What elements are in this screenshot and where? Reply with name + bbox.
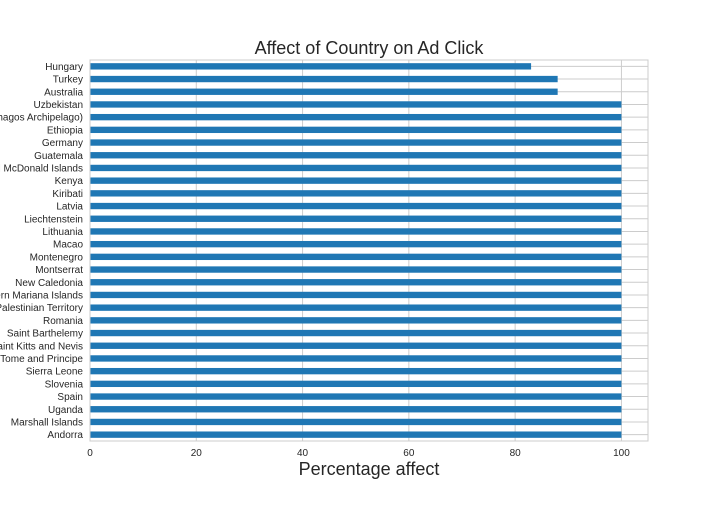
category-label: Romania [43,316,83,327]
bar [90,177,622,184]
bar [90,279,622,286]
category-label: Macao [53,240,83,251]
category-label: Montenegro [30,252,84,263]
bar [90,367,622,375]
bar [90,406,622,413]
category-label: Sierra Leone [26,367,84,378]
category-label: Marshall Islands [11,417,83,428]
category-label: Montserrat [35,265,83,276]
category-label: Sao Tome and Principe [0,354,83,365]
category-label: Kiribati [52,189,83,200]
category-label: New Caledonia [15,278,83,289]
bar [90,393,622,400]
bar [90,152,622,159]
bar [90,215,622,222]
category-label: Turkey [53,75,83,86]
category-label: Spain [57,392,83,403]
bar [90,291,622,299]
category-label: Liechtenstein [24,214,83,225]
category-label: Heard Island and McDonald Islands [0,163,83,174]
category-label: Australia [44,87,83,98]
category-label: Slovenia [45,379,84,390]
x-tick-label: 80 [510,448,522,459]
chart-title: Affect of Country on Ad Click [255,38,485,58]
x-tick-label: 100 [613,448,630,459]
bar [90,139,622,146]
bar [90,329,622,337]
category-label: Kenya [55,176,84,187]
category-label: Northern Mariana Islands [0,290,83,301]
x-tick-label: 20 [191,448,203,459]
bar [90,202,622,210]
x-tick-labels: 0 20 40 60 80 100 [87,448,630,459]
bars [90,63,622,438]
category-label: Palestinian Territory [0,303,83,314]
bar [90,266,622,273]
bar [90,253,622,261]
x-axis-label: Percentage affect [299,459,440,479]
x-tick-label: 0 [87,448,93,459]
category-label: Germany [42,138,83,149]
bar [90,126,622,134]
category-label: Guatemala [34,151,83,162]
category-label: British Indian Ocean Territory (Chagos A… [0,113,83,124]
category-label: Latvia [56,202,83,213]
bar [90,101,622,108]
bar [90,75,558,83]
bar [90,228,622,235]
bar [90,418,622,426]
bar [90,355,622,362]
plot-frame [89,59,649,442]
category-label: Hungary [45,62,83,73]
bar [90,113,622,121]
bar [90,380,622,388]
category-label: Uzbekistan [34,100,83,111]
category-label: Lithuania [42,227,83,238]
bar [90,431,622,438]
bar [90,317,622,324]
x-tick-label: 40 [297,448,309,459]
category-label: Saint Barthelemy [7,329,83,340]
category-label: Saint Kitts and Nevis [0,341,83,352]
category-label: Uganda [48,405,83,416]
bar [90,240,622,248]
category-label: Ethiopia [47,125,84,136]
bar [90,304,622,311]
bar [90,164,622,172]
bar [90,88,558,95]
bar [90,63,532,70]
bar [90,342,622,349]
bar [90,190,622,197]
x-tick-label: 60 [403,448,415,459]
category-label: Andorra [47,430,83,441]
